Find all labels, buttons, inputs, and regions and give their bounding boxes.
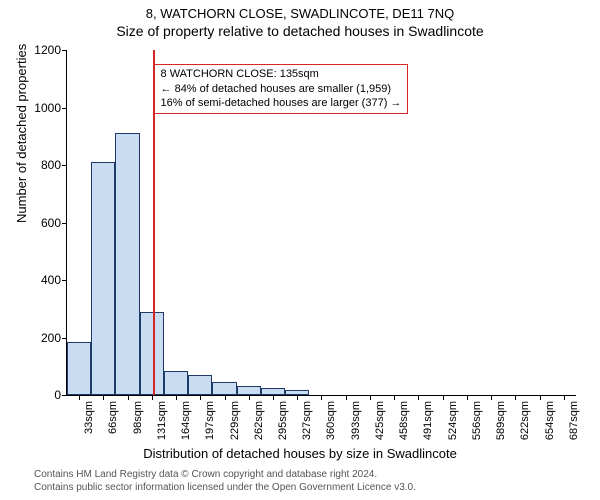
x-tick-label: 327sqm <box>301 395 313 440</box>
footnote-line-1: Contains HM Land Registry data © Crown c… <box>34 468 416 481</box>
x-tick-mark <box>418 395 419 400</box>
x-tick-label: 197sqm <box>204 395 216 440</box>
x-tick-mark <box>273 395 274 400</box>
x-tick-label: 589sqm <box>495 395 507 440</box>
bar-slot: 98sqm <box>115 50 139 395</box>
x-tick-mark <box>103 395 104 400</box>
bar-slot: 66sqm <box>91 50 115 395</box>
x-tick-mark <box>79 395 80 400</box>
bar-slot: 589sqm <box>479 50 503 395</box>
y-tick-mark <box>62 395 67 396</box>
x-axis-label: Distribution of detached houses by size … <box>0 446 600 461</box>
x-tick-mark <box>152 395 153 400</box>
bar <box>212 382 236 395</box>
y-tick-mark <box>62 108 67 109</box>
annotation-line-1: 8 WATCHORN CLOSE: 135sqm <box>161 67 402 82</box>
bar <box>261 388 285 395</box>
footnote: Contains HM Land Registry data © Crown c… <box>34 468 416 494</box>
x-tick-mark <box>249 395 250 400</box>
x-tick-label: 262sqm <box>253 395 265 440</box>
y-axis-label: Number of detached properties <box>14 44 29 223</box>
x-tick-label: 654sqm <box>544 395 556 440</box>
x-tick-label: 360sqm <box>325 395 337 440</box>
bar-slot: 33sqm <box>67 50 91 395</box>
x-tick-mark <box>128 395 129 400</box>
bar <box>91 162 115 395</box>
address-line: 8, WATCHORN CLOSE, SWADLINCOTE, DE11 7NQ <box>0 0 600 21</box>
x-tick-mark <box>540 395 541 400</box>
x-tick-mark <box>491 395 492 400</box>
y-tick-mark <box>62 165 67 166</box>
x-tick-label: 131sqm <box>156 395 168 440</box>
bar <box>67 342 91 395</box>
annotation-line-2: ← 84% of detached houses are smaller (1,… <box>161 82 402 97</box>
x-tick-label: 524sqm <box>447 395 459 440</box>
x-tick-label: 425sqm <box>374 395 386 440</box>
x-tick-mark <box>200 395 201 400</box>
x-tick-label: 458sqm <box>398 395 410 440</box>
x-tick-label: 622sqm <box>519 395 531 440</box>
bar <box>188 375 212 395</box>
x-tick-mark <box>467 395 468 400</box>
plot-area: 33sqm66sqm98sqm131sqm164sqm197sqm229sqm2… <box>66 50 576 396</box>
x-tick-label: 687sqm <box>568 395 580 440</box>
footnote-line-2: Contains public sector information licen… <box>34 481 416 494</box>
bar <box>164 371 188 395</box>
chart-title: Size of property relative to detached ho… <box>0 21 600 43</box>
x-tick-label: 491sqm <box>422 395 434 440</box>
bar <box>237 386 261 395</box>
x-tick-label: 295sqm <box>277 395 289 440</box>
x-tick-label: 556sqm <box>471 395 483 440</box>
x-tick-label: 229sqm <box>229 395 241 440</box>
bar <box>115 133 139 395</box>
chart-area: 33sqm66sqm98sqm131sqm164sqm197sqm229sqm2… <box>66 50 576 396</box>
x-tick-label: 98sqm <box>132 395 144 434</box>
x-tick-mark <box>443 395 444 400</box>
annotation-line-3: 16% of semi-detached houses are larger (… <box>161 96 402 111</box>
x-tick-mark <box>321 395 322 400</box>
y-tick-mark <box>62 50 67 51</box>
annotation-box: 8 WATCHORN CLOSE: 135sqm ← 84% of detach… <box>154 64 409 115</box>
x-tick-mark <box>370 395 371 400</box>
bar-slot: 556sqm <box>455 50 479 395</box>
y-tick-mark <box>62 280 67 281</box>
bar-slot: 622sqm <box>503 50 527 395</box>
y-tick-mark <box>62 338 67 339</box>
bar-slot: 654sqm <box>527 50 551 395</box>
x-tick-mark <box>225 395 226 400</box>
x-tick-mark <box>176 395 177 400</box>
x-tick-mark <box>564 395 565 400</box>
x-tick-mark <box>394 395 395 400</box>
bar-slot: 491sqm <box>406 50 430 395</box>
x-tick-label: 33sqm <box>83 395 95 434</box>
x-tick-mark <box>346 395 347 400</box>
x-tick-label: 66sqm <box>107 395 119 434</box>
bar-slot: 687sqm <box>552 50 576 395</box>
x-tick-label: 393sqm <box>350 395 362 440</box>
x-tick-mark <box>515 395 516 400</box>
x-tick-label: 164sqm <box>180 395 192 440</box>
bar-slot: 524sqm <box>431 50 455 395</box>
y-tick-mark <box>62 223 67 224</box>
x-tick-mark <box>297 395 298 400</box>
